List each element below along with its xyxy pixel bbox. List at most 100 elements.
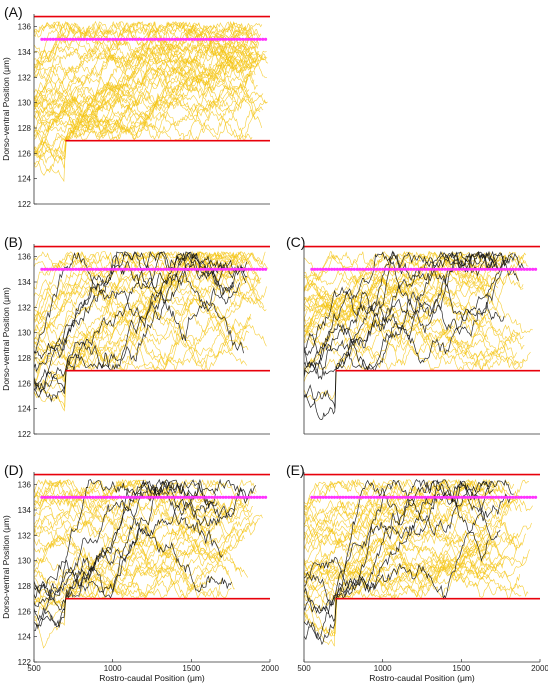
target-dot bbox=[488, 495, 492, 499]
trace-line bbox=[304, 479, 533, 550]
trace-line bbox=[34, 23, 254, 79]
trace-line bbox=[34, 251, 249, 351]
y-tick-label: 132 bbox=[18, 531, 32, 540]
trace-line bbox=[34, 479, 212, 539]
target-dot bbox=[480, 267, 484, 271]
target-dot bbox=[508, 495, 512, 499]
target-dot bbox=[133, 37, 137, 41]
target-dot bbox=[105, 495, 109, 499]
target-dot bbox=[190, 267, 194, 271]
target-dot bbox=[147, 267, 152, 271]
target-dot bbox=[130, 37, 135, 41]
target-dot bbox=[57, 495, 61, 499]
x-tick-label: 1500 bbox=[182, 664, 200, 673]
trace-line bbox=[304, 312, 526, 373]
trace-line bbox=[34, 68, 261, 136]
target-dot bbox=[241, 37, 245, 41]
target-dot bbox=[224, 37, 228, 41]
target-dot bbox=[71, 495, 75, 499]
target-dot bbox=[204, 267, 208, 271]
target-dot bbox=[519, 495, 524, 499]
target-dot bbox=[99, 495, 103, 499]
x-tick-label: 1000 bbox=[104, 664, 122, 673]
target-dot bbox=[403, 495, 407, 499]
target-dot bbox=[43, 495, 47, 499]
target-dot bbox=[88, 495, 92, 499]
target-dot bbox=[105, 37, 109, 41]
target-dot bbox=[451, 267, 456, 271]
target-dot bbox=[116, 495, 120, 499]
target-dot bbox=[400, 495, 405, 499]
target-dot bbox=[372, 267, 376, 271]
trace-line bbox=[304, 275, 520, 371]
target-dot bbox=[85, 267, 89, 271]
target-dot bbox=[519, 267, 524, 271]
trace-line bbox=[304, 286, 489, 340]
trace-line bbox=[304, 502, 515, 579]
y-axis-label: Dorso-ventral Position (μm) bbox=[1, 287, 11, 391]
target-dot bbox=[235, 267, 239, 271]
target-dot bbox=[494, 267, 498, 271]
y-axis-label: Dorso-ventral Position (μm) bbox=[1, 515, 11, 619]
target-dot bbox=[88, 37, 92, 41]
target-dot bbox=[463, 495, 467, 499]
target-dot bbox=[330, 267, 334, 271]
trace-line bbox=[304, 556, 493, 598]
target-dot bbox=[249, 37, 253, 41]
target-dot bbox=[417, 267, 422, 271]
target-dot bbox=[164, 267, 169, 271]
target-dot bbox=[252, 495, 256, 499]
target-dot bbox=[85, 37, 89, 41]
x-tick-label: 1000 bbox=[374, 664, 392, 673]
target-dot bbox=[505, 267, 509, 271]
target-dot bbox=[207, 37, 211, 41]
target-dot bbox=[122, 495, 126, 499]
target-dot bbox=[477, 495, 481, 499]
target-dot bbox=[136, 267, 140, 271]
target-dot bbox=[344, 267, 348, 271]
target-dot bbox=[241, 495, 245, 499]
highlighted-trace-line bbox=[34, 251, 248, 373]
trace-line bbox=[304, 479, 529, 598]
target-dot bbox=[434, 267, 439, 271]
target-dot bbox=[434, 495, 439, 499]
highlighted-trace-line bbox=[34, 479, 256, 627]
target-dot bbox=[181, 267, 186, 271]
panel-label: (E) bbox=[286, 462, 305, 478]
target-dot bbox=[122, 37, 126, 41]
target-dot bbox=[159, 267, 163, 271]
trace-line bbox=[34, 95, 262, 142]
target-dot bbox=[420, 267, 424, 271]
trace-line bbox=[304, 251, 526, 366]
target-dot bbox=[224, 267, 228, 271]
target-dot bbox=[207, 495, 211, 499]
y-tick-label: 134 bbox=[18, 278, 32, 287]
trace-line bbox=[34, 517, 217, 611]
target-dot bbox=[57, 37, 61, 41]
target-dot bbox=[60, 267, 64, 271]
trace-line bbox=[34, 22, 256, 110]
trace-line bbox=[34, 251, 239, 338]
panel-b: (B) 122 124 126 128 130 132 134 136 Dorso-ventral… bbox=[1, 234, 270, 439]
target-dot bbox=[318, 267, 322, 271]
target-dot bbox=[264, 267, 268, 271]
target-dot bbox=[91, 37, 95, 41]
target-dot bbox=[181, 37, 186, 41]
target-dot bbox=[77, 495, 81, 499]
x-tick-label: 500 bbox=[27, 664, 41, 673]
panel-e: (E) 500 1000 1500 2000 Rostro-caudal Position… bbox=[286, 462, 548, 683]
target-dot bbox=[511, 267, 515, 271]
target-dot bbox=[119, 267, 123, 271]
y-tick-label: 134 bbox=[18, 506, 32, 515]
target-dot bbox=[105, 267, 109, 271]
target-dot bbox=[116, 267, 120, 271]
trace-line bbox=[34, 250, 265, 352]
trace-line bbox=[34, 479, 257, 600]
target-dot bbox=[330, 495, 334, 499]
target-dot bbox=[207, 267, 211, 271]
target-dot bbox=[116, 37, 120, 41]
trace-line bbox=[34, 533, 233, 599]
trace-line bbox=[304, 543, 487, 603]
x-axis-label: Rostro-caudal Position (μm) bbox=[369, 673, 475, 683]
trace-line bbox=[34, 26, 265, 131]
